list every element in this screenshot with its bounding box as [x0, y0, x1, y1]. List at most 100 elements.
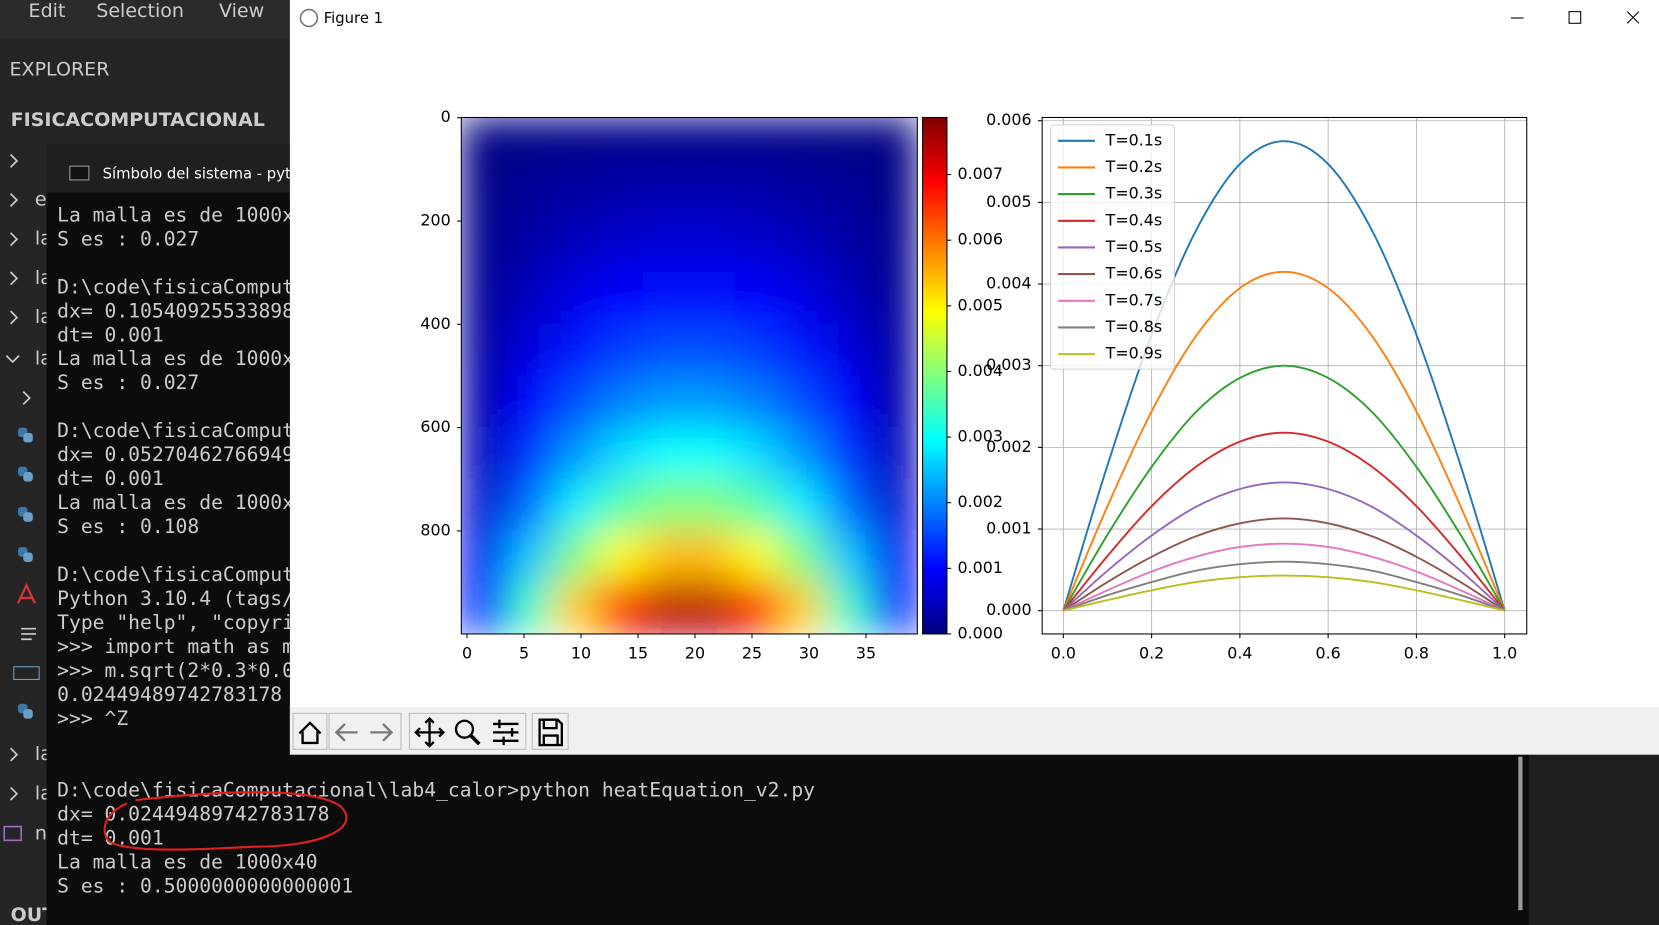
- heat-cell: [506, 581, 554, 634]
- heat-cell: [825, 168, 873, 222]
- back-button[interactable]: [334, 723, 358, 742]
- save-button[interactable]: [538, 718, 563, 747]
- legend-label[interactable]: T=0.6s: [1105, 264, 1162, 283]
- heat-cell: [779, 271, 827, 325]
- explorer-item[interactable]: e: [35, 189, 47, 211]
- heat-cell: [688, 220, 736, 273]
- legend-label[interactable]: T=0.4s: [1105, 210, 1162, 229]
- project-name[interactable]: FISICACOMPUTACIONAL: [11, 109, 265, 131]
- pan-button[interactable]: [414, 716, 445, 748]
- x-tick-label: 0.6: [1316, 644, 1341, 663]
- heat-cell: [506, 220, 554, 273]
- x-tick-label: 10: [571, 644, 591, 663]
- image-icon: [3, 825, 22, 842]
- panel-title[interactable]: OUT: [11, 904, 56, 925]
- menu-item[interactable]: View: [219, 0, 264, 22]
- heat-cell: [779, 426, 827, 480]
- series-line: [1062, 542, 1506, 612]
- heat-cell: [461, 478, 508, 532]
- explorer-title: EXPLORER: [10, 58, 110, 80]
- terminal-line: S es : 0.5000000000000001: [57, 875, 353, 898]
- cmd-title: Símbolo del sistema - pytho: [103, 166, 310, 183]
- x-tick-label: 5: [519, 644, 529, 663]
- home-button[interactable]: [298, 721, 322, 745]
- x-tick-label: 20: [685, 644, 705, 663]
- heat-cell: [643, 117, 690, 170]
- series-line: [1062, 140, 1506, 611]
- terminal-line: Type "help", "copyri: [57, 611, 294, 634]
- heat-cell: [597, 530, 645, 583]
- scrollbar: [1518, 756, 1523, 911]
- colorbar-tick-label: 0.006: [958, 230, 1003, 249]
- heat-cell: [779, 375, 827, 428]
- y-tick-label: 0.006: [986, 110, 1031, 129]
- legend-label[interactable]: T=0.1s: [1105, 130, 1162, 149]
- y-tick-label: 0.000: [986, 600, 1031, 619]
- forward-button[interactable]: [370, 723, 394, 742]
- heat-cell: [825, 117, 873, 170]
- tex-icon: [13, 666, 40, 680]
- x-tick-label: 35: [856, 644, 876, 663]
- heat-cell: [506, 530, 554, 583]
- nav-frame: [328, 712, 402, 750]
- legend-label[interactable]: T=0.3s: [1105, 184, 1162, 203]
- menu-item[interactable]: Selection: [96, 0, 184, 22]
- terminal-line: S es : 0.027: [57, 227, 199, 250]
- heat-cell: [734, 375, 782, 428]
- heat-cell: [734, 117, 782, 170]
- configure-button[interactable]: [493, 719, 519, 746]
- heat-cell: [643, 375, 690, 428]
- legend-label[interactable]: T=0.7s: [1105, 290, 1162, 309]
- heat-cell: [551, 220, 599, 273]
- heat-cell: [643, 426, 690, 480]
- heat-cell: [461, 530, 508, 583]
- heat-cell: [871, 117, 918, 170]
- heat-cell: [461, 220, 508, 273]
- tools-frame: [408, 712, 527, 750]
- y-tick-label: 600: [420, 417, 450, 436]
- heat-cell: [506, 117, 554, 170]
- series-line: [1062, 431, 1506, 612]
- x-tick-label: 0.2: [1139, 644, 1164, 663]
- y-tick-label: 400: [420, 314, 450, 333]
- heat-cell: [779, 168, 827, 222]
- chevron: [9, 310, 19, 325]
- terminal-line: dt= 0.001: [57, 467, 164, 490]
- close[interactable]: [1626, 11, 1640, 24]
- chevron: [9, 271, 19, 286]
- colorbar-tick-label: 0.003: [958, 427, 1003, 446]
- heat-cell: [871, 478, 918, 532]
- x-tick-label: 30: [799, 644, 819, 663]
- heat-cell: [643, 581, 690, 634]
- home-frame[interactable]: [292, 712, 328, 750]
- maximize[interactable]: [1568, 11, 1582, 24]
- heat-cell: [825, 581, 873, 634]
- heat-cell: [734, 168, 782, 222]
- editor-area: [1528, 754, 1659, 925]
- series-line: [1062, 517, 1506, 612]
- menu-item[interactable]: Edit: [29, 0, 66, 22]
- legend-label[interactable]: T=0.2s: [1105, 157, 1162, 176]
- legend-label[interactable]: T=0.9s: [1105, 344, 1162, 363]
- terminal-line: S es : 0.108: [57, 515, 199, 538]
- colorbar-tick-label: 0.002: [958, 492, 1003, 511]
- zoom-button[interactable]: [454, 719, 475, 739]
- heat-cell: [871, 581, 918, 634]
- legend-label[interactable]: T=0.5s: [1105, 237, 1162, 256]
- heat-cell: [871, 426, 918, 480]
- y-tick-label: 200: [420, 211, 450, 230]
- heat-cell: [506, 271, 554, 325]
- heat-cell: [506, 426, 554, 480]
- python-icon: [23, 512, 33, 522]
- terminal-line: >>> ^Z: [57, 707, 128, 730]
- heat-cell: [871, 323, 918, 377]
- heat-cell: [461, 271, 508, 325]
- explorer-item[interactable]: n: [35, 822, 47, 844]
- legend-label[interactable]: T=0.8s: [1105, 317, 1162, 336]
- heat-cell: [551, 530, 599, 583]
- y-tick-label: 800: [420, 520, 450, 539]
- heat-cell: [461, 168, 508, 222]
- heat-cell: [734, 530, 782, 583]
- terminal-line: D:\code\fisicaComputacional\lab4_calor>p…: [57, 779, 815, 802]
